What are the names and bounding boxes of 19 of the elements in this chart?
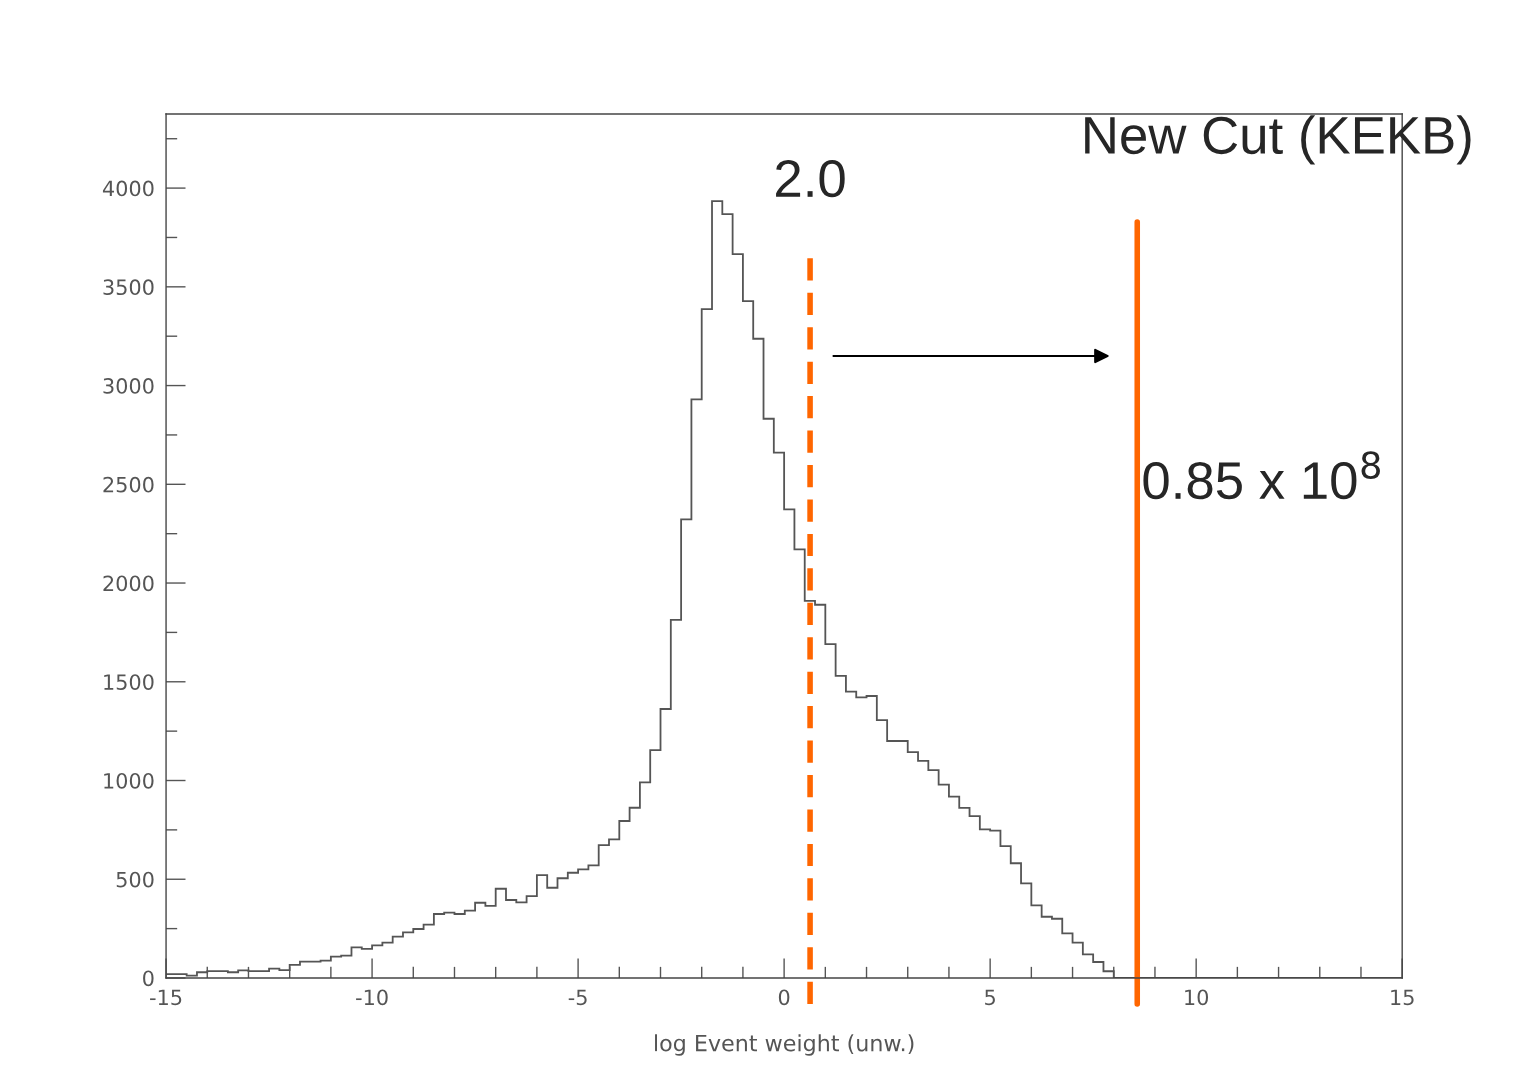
x-tick-label: 10	[1185, 989, 1209, 1006]
y-tick-label: 500	[116, 871, 154, 888]
annotation: 2.0	[776, 159, 845, 198]
y-tick-label: 2500	[103, 476, 154, 493]
y-tick-label: 1000	[104, 772, 154, 789]
y-tick-label: 3000	[103, 378, 154, 394]
x-tick-label: 0	[778, 989, 790, 1006]
annotation: 0.85 x 10$^{8}$	[1143, 451, 1380, 500]
x-tick-label: -15	[150, 989, 182, 1006]
x-tick-label: -10	[356, 989, 388, 1006]
x-tick-label: -5	[568, 989, 587, 1006]
x-tick-label: 5	[985, 989, 995, 1006]
y-tick-label: 3500	[103, 279, 154, 296]
y-tick-label: 0	[143, 970, 154, 987]
x-axis-title: log Event weight (unw.)	[655, 1034, 914, 1056]
y-tick-label: 1500	[104, 674, 154, 690]
y-tick-label: 2000	[103, 575, 154, 592]
y-tick-label: 4000	[102, 180, 154, 197]
x-tick-label: 15	[1391, 989, 1414, 1006]
